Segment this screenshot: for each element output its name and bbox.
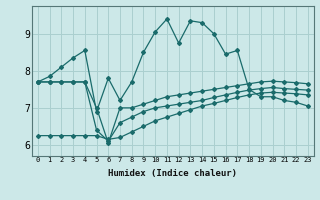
X-axis label: Humidex (Indice chaleur): Humidex (Indice chaleur): [108, 169, 237, 178]
